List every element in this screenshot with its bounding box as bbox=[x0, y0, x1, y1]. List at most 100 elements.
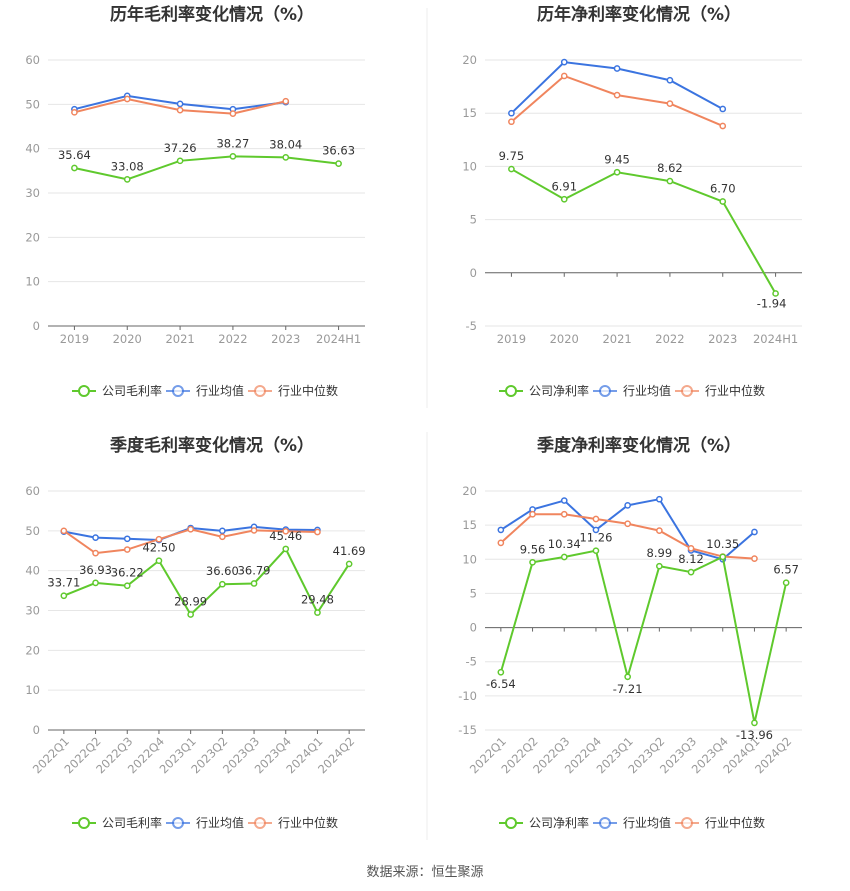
data-label: 38.27 bbox=[216, 136, 249, 150]
data-point-company bbox=[529, 558, 536, 566]
y-tick-label: 10 bbox=[462, 159, 477, 173]
legend-item-company: 公司毛利率 bbox=[72, 815, 162, 830]
legend-label: 行业中位数 bbox=[705, 815, 765, 830]
data-label: 35.64 bbox=[58, 148, 91, 162]
legend-item-company: 公司净利率 bbox=[499, 815, 589, 830]
y-tick-label: 10 bbox=[25, 683, 40, 697]
quarterly-net-margin-chart: 季度净利率变化情况（%）-15-10-5051015202022Q12022Q2… bbox=[458, 435, 802, 830]
y-tick-label: 30 bbox=[25, 186, 40, 200]
data-label: 10.34 bbox=[548, 537, 581, 551]
data-point-industry_median bbox=[92, 549, 99, 557]
data-point-company bbox=[123, 175, 131, 183]
data-point-industry_median bbox=[666, 100, 674, 107]
y-tick-label: 20 bbox=[462, 484, 477, 498]
data-label: 9.56 bbox=[520, 542, 546, 556]
x-tick-label: 2020 bbox=[550, 332, 579, 346]
legend-label: 公司净利率 bbox=[529, 383, 589, 398]
data-point-industry_median bbox=[751, 555, 758, 562]
quarterly-gross-margin-chart: 季度毛利率变化情况（%）01020304050602022Q12022Q2202… bbox=[25, 435, 365, 830]
data-point-company bbox=[282, 154, 290, 161]
data-label: 45.46 bbox=[269, 529, 302, 543]
data-label: 11.26 bbox=[579, 531, 612, 545]
data-label: 9.45 bbox=[604, 152, 630, 166]
data-point-company bbox=[497, 668, 505, 676]
data-label: 10.35 bbox=[706, 537, 739, 551]
data-label: 41.69 bbox=[333, 544, 366, 558]
data-label: 9.75 bbox=[499, 149, 525, 163]
data-point-industry_median bbox=[155, 535, 163, 543]
circle-line-icon bbox=[78, 385, 90, 397]
chart-title: 历年净利率变化情况（%） bbox=[537, 4, 741, 25]
data-point-industry_median bbox=[314, 528, 321, 536]
legend-item-industry_median: 行业中位数 bbox=[248, 383, 338, 398]
data-point-industry_median bbox=[624, 520, 632, 528]
data-label: 36.63 bbox=[322, 144, 355, 158]
y-tick-label: 40 bbox=[25, 564, 40, 578]
x-tick-label: 2021 bbox=[165, 332, 194, 346]
x-tick-label: 2024H1 bbox=[753, 332, 798, 346]
circle-line-icon bbox=[681, 817, 693, 829]
annual-gross-margin-chart: 历年毛利率变化情况（%） 0 10 20 30 40 50 60 2019 2020 2021 202… bbox=[25, 4, 365, 398]
data-point-company bbox=[123, 582, 131, 590]
y-tick-label: -5 bbox=[466, 655, 477, 669]
data-point-company bbox=[345, 560, 353, 568]
circle-line-icon bbox=[172, 817, 184, 829]
data-point-company bbox=[719, 553, 727, 561]
data-point-industry_median bbox=[71, 108, 78, 116]
legend-label: 公司毛利率 bbox=[102, 383, 162, 398]
data-point-industry_median bbox=[529, 510, 536, 518]
legend-label: 行业均值 bbox=[623, 815, 671, 830]
data-point-industry_median bbox=[60, 527, 68, 535]
y-tick-label: 0 bbox=[33, 723, 40, 737]
legend-item-industry_avg: 行业均值 bbox=[593, 383, 671, 398]
data-label: 36.93 bbox=[79, 563, 112, 577]
data-point-company bbox=[592, 547, 600, 555]
data-label: 36.22 bbox=[111, 566, 144, 580]
data-point-industry_median bbox=[123, 546, 131, 553]
circle-line-icon bbox=[254, 817, 266, 829]
data-point-industry_median bbox=[687, 545, 695, 552]
data-label: 6.57 bbox=[773, 563, 799, 577]
y-tick-label: 50 bbox=[25, 97, 40, 111]
data-point-industry_avg bbox=[656, 495, 663, 503]
legend-item-industry_avg: 行业均值 bbox=[166, 383, 244, 398]
legend-label: 行业中位数 bbox=[278, 815, 338, 830]
data-point-industry_median bbox=[719, 122, 727, 130]
y-tick-label: -10 bbox=[458, 689, 477, 703]
data-point-company bbox=[751, 719, 758, 727]
legend-item-industry_avg: 行业均值 bbox=[166, 815, 244, 830]
data-point-industry_median bbox=[219, 533, 226, 541]
legend-label: 行业中位数 bbox=[705, 383, 765, 398]
legend-item-industry_median: 行业中位数 bbox=[675, 815, 765, 830]
x-tick-label: 2022 bbox=[218, 332, 247, 346]
data-point-company bbox=[560, 195, 568, 203]
y-tick-label: 60 bbox=[25, 53, 40, 67]
y-tick-label: 10 bbox=[462, 552, 477, 566]
y-tick-label: 5 bbox=[470, 586, 477, 600]
data-point-company bbox=[176, 157, 184, 165]
circle-line-icon bbox=[599, 385, 611, 397]
data-point-industry_median bbox=[497, 539, 505, 547]
series-line-company bbox=[63, 547, 350, 617]
data-point-industry_avg bbox=[176, 100, 184, 108]
annual-net-margin-chart: 历年净利率变化情况（%） -5 0 5 10 15 20 2019 2020 2021 2022 20… bbox=[462, 4, 802, 398]
data-label: 42.50 bbox=[142, 541, 175, 555]
circle-line-icon bbox=[254, 385, 266, 397]
legend-label: 公司净利率 bbox=[529, 815, 589, 830]
x-tick-label: 2020 bbox=[113, 332, 142, 346]
data-point-company bbox=[508, 165, 515, 173]
data-point-company bbox=[229, 152, 237, 160]
y-tick-label: 10 bbox=[25, 275, 40, 289]
chart-title: 季度净利率变化情况（%） bbox=[537, 435, 741, 456]
data-point-industry_median bbox=[656, 527, 663, 534]
data-label: 37.26 bbox=[164, 141, 197, 155]
data-point-company bbox=[772, 290, 779, 297]
data-point-company bbox=[282, 545, 290, 553]
data-point-industry_avg bbox=[497, 526, 505, 534]
y-tick-label: 30 bbox=[25, 604, 40, 618]
data-point-industry_median bbox=[250, 527, 258, 534]
data-point-company bbox=[560, 553, 568, 561]
data-label: -6.54 bbox=[486, 677, 516, 691]
data-label: 36.79 bbox=[238, 563, 271, 577]
